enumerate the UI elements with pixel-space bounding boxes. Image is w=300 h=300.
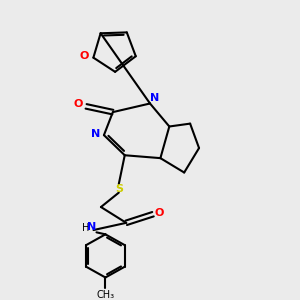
Text: O: O	[155, 208, 164, 218]
Text: N: N	[87, 222, 97, 232]
Text: O: O	[80, 51, 89, 61]
Text: S: S	[115, 184, 123, 194]
Text: N: N	[150, 93, 159, 103]
Text: O: O	[74, 99, 83, 109]
Text: H: H	[82, 223, 89, 233]
Text: CH₃: CH₃	[96, 290, 115, 300]
Text: N: N	[91, 129, 100, 139]
